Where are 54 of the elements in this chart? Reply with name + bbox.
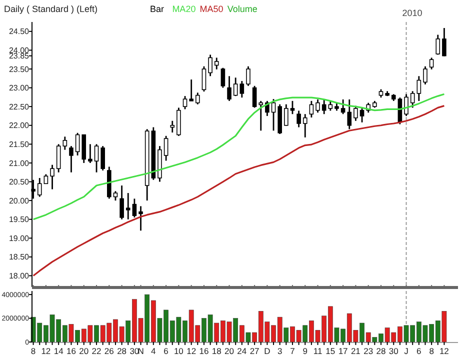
y-tick-label: 23.00 [8, 84, 30, 93]
x-tick-label: 12 [41, 346, 51, 356]
y-tick-label: 18.50 [8, 252, 30, 262]
x-tick-label: 30 [388, 346, 399, 356]
x-tick-label: 23 [364, 346, 374, 356]
x-tick-label: 8 [429, 346, 434, 356]
y-tick-label: 22.50 [8, 102, 30, 112]
x-tick-label: 20 [79, 346, 89, 356]
x-tick-label: 12 [186, 346, 196, 356]
x-tick-label: 27 [250, 346, 260, 356]
y-tick-label: 20.00 [8, 196, 30, 206]
x-tick-label: N [138, 346, 144, 356]
chart-title: Daily ( Standard ) (Left) [4, 4, 98, 14]
x-tick-label: 8 [30, 346, 36, 356]
x-tick-label: 11 [313, 346, 322, 356]
x-tick-label: 21 [350, 346, 361, 356]
x-tick-label: 7 [290, 346, 296, 356]
x-tick-label: 15 [326, 346, 336, 356]
text: MA20 [172, 4, 196, 14]
x-tick-label: D [264, 346, 270, 356]
y-tick-label: 20.50 [8, 178, 30, 187]
x-tick-label: 28 [376, 346, 386, 356]
text: Bar [150, 4, 164, 14]
y-tick-label: 19.00 [8, 234, 30, 243]
x-tick-label: 6 [164, 346, 169, 356]
y-tick-label: 24.50 [8, 27, 30, 36]
text: MA50 [200, 4, 224, 14]
y-tick-label: 21.50 [8, 140, 30, 149]
y-tick-label: 23.85 [8, 52, 30, 61]
x-tick-label: 17 [338, 346, 348, 356]
x-tick-label: 16 [66, 346, 76, 356]
text: Volume [227, 4, 258, 14]
y-tick-label: 22.00 [8, 121, 30, 130]
x-tick-label: 10 [174, 346, 184, 356]
y-tick-label: 18.00 [8, 272, 30, 281]
y-tick-label: 19.50 [8, 215, 30, 224]
x-tick-label: 30 [130, 346, 140, 356]
x-tick-label: 16 [199, 346, 209, 356]
x-tick-label: 4 [151, 346, 156, 356]
ref-line-label: 2010 [402, 8, 422, 18]
x-tick-label: 28 [117, 346, 127, 356]
x-tick-label: 3 [277, 346, 282, 356]
x-tick-label: 12 [439, 346, 450, 356]
y-tick-label: 23.50 [8, 64, 30, 74]
x-tick-label: 22 [92, 346, 102, 356]
y-tick-label: 21.00 [8, 158, 30, 168]
x-tick-label: 14 [54, 346, 64, 356]
x-tick-label: 20 [224, 346, 234, 356]
x-tick-label: J [404, 346, 408, 356]
x-tick-label: 18 [212, 346, 222, 356]
x-tick-label: 24 [237, 346, 247, 356]
x-tick-label: 26 [104, 346, 114, 356]
x-tick-label: 6 [416, 346, 422, 356]
x-tick-label: 9 [302, 346, 308, 356]
